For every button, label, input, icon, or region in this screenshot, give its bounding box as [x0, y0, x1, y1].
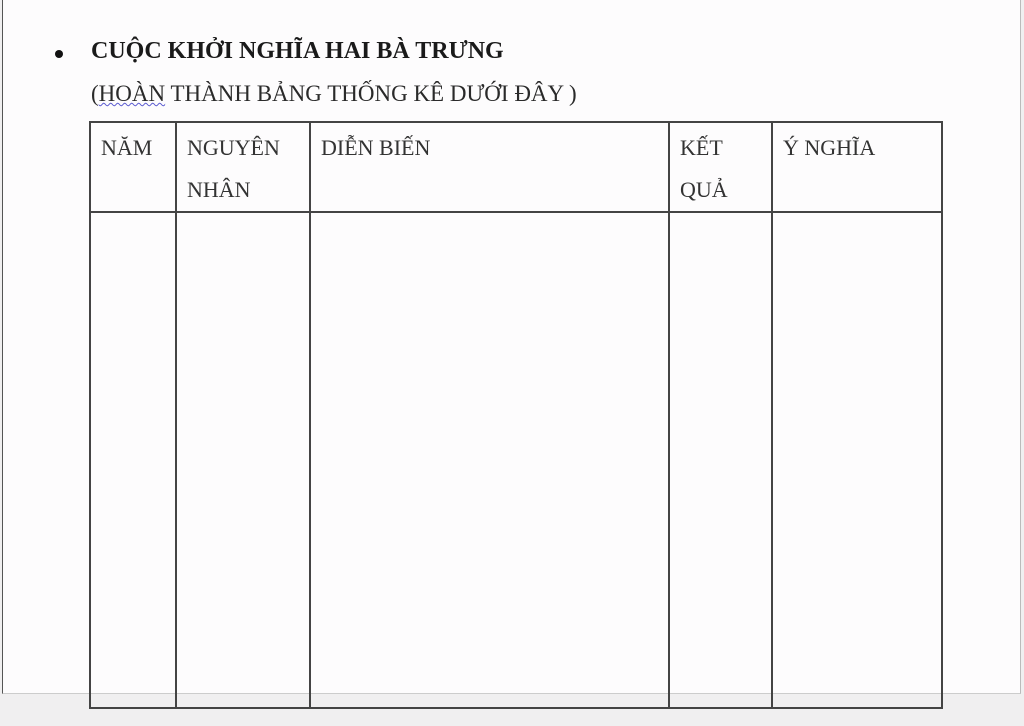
document-page: CUỘC KHỞI NGHĨA HAI BÀ TRƯNG (HOÀN THÀNH…	[2, 0, 1021, 709]
cell-y-nghia[interactable]	[771, 211, 943, 709]
instruction-text: (HOÀN THÀNH BẢNG THỐNG KÊ DƯỚI ĐÂY )	[91, 81, 577, 107]
summary-table: NĂM NGUYÊN NHÂN DIỄN BIẾN KẾT QUẢ Ý NGHĨ…	[89, 121, 943, 709]
bullet-icon	[55, 50, 63, 58]
instruction-open: (	[91, 81, 99, 106]
header-nguyen-nhan: NGUYÊN NHÂN	[175, 121, 311, 213]
cell-nguyen-nhan[interactable]	[175, 211, 311, 709]
header-nam: NĂM	[89, 121, 177, 213]
spellcheck-word: HOÀN	[98, 81, 166, 106]
cell-ket-qua[interactable]	[668, 211, 773, 709]
header-ket-qua: KẾT QUẢ	[668, 121, 773, 213]
cell-nam[interactable]	[89, 211, 177, 709]
header-y-nghia: Ý NGHĨA	[771, 121, 943, 213]
instruction-rest: THÀNH BẢNG THỐNG KÊ DƯỚI ĐÂY )	[165, 81, 577, 106]
table-row	[89, 211, 943, 709]
header-dien-bien: DIỄN BIẾN	[309, 121, 670, 213]
section-heading: CUỘC KHỞI NGHĨA HAI BÀ TRƯNG	[91, 38, 504, 64]
cell-dien-bien[interactable]	[309, 211, 670, 709]
table-header-row: NĂM NGUYÊN NHÂN DIỄN BIẾN KẾT QUẢ Ý NGHĨ…	[89, 121, 943, 213]
